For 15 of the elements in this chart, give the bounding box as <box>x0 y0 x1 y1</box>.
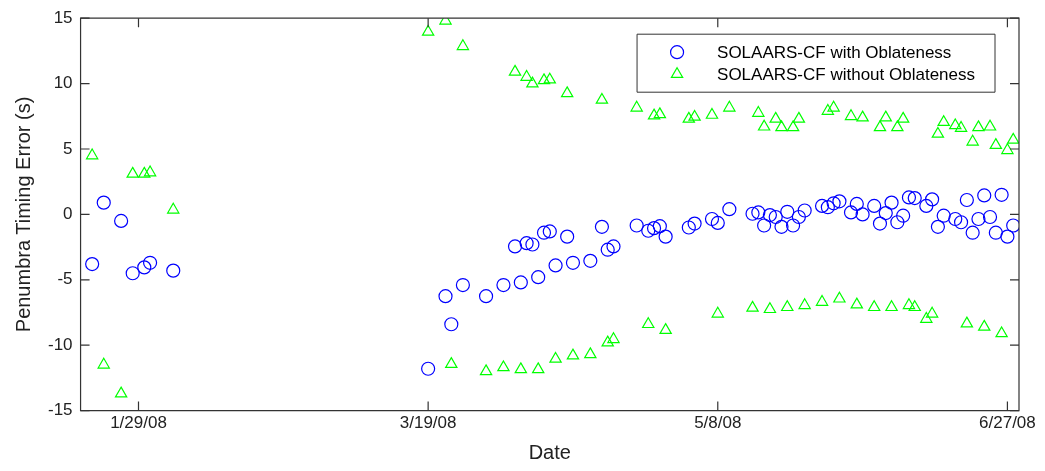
legend-label: SOLAARS-CF with Oblateness <box>717 42 952 62</box>
x-tick-label: 1/29/08 <box>110 413 167 433</box>
x-axis-title: Date <box>528 440 571 463</box>
y-tick-label: 15 <box>53 7 73 27</box>
y-axis-title: Penumbra Timing Error (s) <box>11 96 34 333</box>
y-tick-label: -5 <box>57 269 73 289</box>
x-tick-label: 5/8/08 <box>694 413 742 433</box>
y-tick-label: 10 <box>53 73 73 93</box>
x-tick-label: 3/19/08 <box>399 413 457 433</box>
legend-label: SOLAARS-CF without Oblateness <box>717 64 976 84</box>
y-tick-label: 5 <box>63 138 73 158</box>
y-tick-label: -10 <box>47 334 73 354</box>
y-tick-label: -15 <box>47 400 73 420</box>
x-tick-label: 6/27/08 <box>979 413 1036 433</box>
y-tick-label: 0 <box>63 204 73 224</box>
